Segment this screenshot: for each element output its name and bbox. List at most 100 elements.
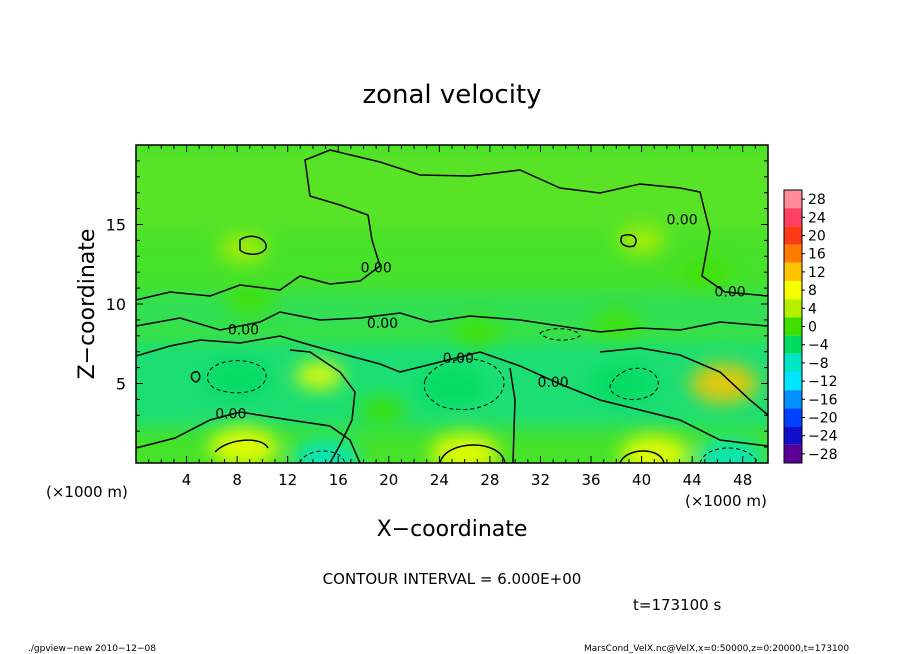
x-tick-label: 8 xyxy=(232,471,242,489)
velocity-anomaly xyxy=(418,366,486,407)
colorbar-label: −4 xyxy=(808,338,829,354)
dashed-contour-bottom-left xyxy=(299,450,346,463)
colorbar-label: 4 xyxy=(808,301,817,317)
colorbar-label: 28 xyxy=(808,192,826,208)
time-stamp: t=173100 s xyxy=(633,596,721,614)
contour-closed-bottom-3 xyxy=(214,439,269,453)
data-source: MarsCond_VelX.nc@VelX,x=0:50000,z=0:2000… xyxy=(584,644,849,654)
contour-closed-bottom-1 xyxy=(439,444,506,463)
dashed-contour-upper-right xyxy=(539,328,581,341)
x-tick-label: 4 xyxy=(182,471,192,489)
velocity-anomaly xyxy=(592,309,641,338)
colorbar-swatch xyxy=(784,299,802,318)
velocity-anomaly xyxy=(209,427,278,463)
colorbar-swatch xyxy=(784,226,802,245)
colorbar-label: 16 xyxy=(808,247,826,263)
x-tick-label: 44 xyxy=(683,471,702,489)
colorbar-label: −8 xyxy=(808,356,829,372)
x-tick-label: 16 xyxy=(329,471,348,489)
x-tick-label: 36 xyxy=(581,471,600,489)
dashed-contours xyxy=(206,328,759,463)
velocity-anomaly xyxy=(358,396,407,425)
colorbar-label: 24 xyxy=(808,210,826,226)
velocity-anomaly xyxy=(620,435,689,463)
velocity-anomaly xyxy=(430,433,499,463)
velocity-anomaly xyxy=(453,317,502,346)
contour-mid-dip xyxy=(289,349,356,463)
contour-label: 0.00 xyxy=(228,322,259,338)
dashed-contour-left xyxy=(206,360,267,394)
colorbar-swatch xyxy=(784,426,802,445)
velocity-anomaly xyxy=(588,363,657,404)
x-tick-label: 12 xyxy=(278,471,297,489)
colorbar-swatch xyxy=(784,353,802,372)
contour-label: 0.00 xyxy=(215,407,246,423)
anomaly-layer xyxy=(203,226,765,463)
colorbar-swatch xyxy=(784,372,802,391)
colorbar-label: 8 xyxy=(808,283,817,299)
contour-label: 0.00 xyxy=(538,375,569,391)
contour-closed-small-1 xyxy=(190,371,201,383)
y-tick-label: 5 xyxy=(116,375,126,394)
x-tick-label: 28 xyxy=(480,471,499,489)
contour-label: 0.00 xyxy=(367,316,398,332)
contour-closed-small-2 xyxy=(620,234,637,248)
contour-mid-zero xyxy=(136,311,768,333)
contour-column xyxy=(509,367,516,463)
contour-label: 0.00 xyxy=(666,213,697,229)
colorbar-label: −20 xyxy=(808,411,838,427)
contour-interval-text: CONTOUR INTERVAL = 6.000E+00 xyxy=(323,570,582,588)
colorbar-label: −12 xyxy=(808,374,838,390)
contour-closed-bottom-2 xyxy=(619,450,665,463)
dashed-contour-center xyxy=(423,358,505,410)
colorbar-swatch xyxy=(784,244,802,263)
velocity-anomaly xyxy=(203,358,272,399)
contour-label: 0.00 xyxy=(361,260,392,276)
contour-label-layer: 0.00 0.00 0.00 0.00 0.00 0.00 0.00 0.00 xyxy=(215,213,745,423)
contour-right-lobe xyxy=(599,347,768,416)
x-axis-unit-right: (×1000 m) xyxy=(685,492,767,510)
x-tick-label: 48 xyxy=(733,471,752,489)
upper-warm-band xyxy=(136,150,768,230)
colorbar-swatch xyxy=(784,335,802,354)
y-axis-label: Z−coordinate xyxy=(75,229,100,380)
x-tick-label: 40 xyxy=(632,471,651,489)
colorbar-label: −24 xyxy=(808,429,838,445)
colorbar-swatch xyxy=(784,262,802,281)
velocity-anomaly xyxy=(295,361,344,390)
contour-bottom-zero xyxy=(136,411,361,463)
velocity-anomaly xyxy=(680,258,729,287)
colorbar: 28 24 20 16 12 8 4 0 −4 −8 −12 −16 −20 −24 −28 xyxy=(783,189,838,464)
velocity-anomaly xyxy=(696,438,765,463)
x-axis-label: X−coordinate xyxy=(377,517,528,542)
contour-upper-zero xyxy=(136,149,768,301)
contour-lower-zero xyxy=(136,335,768,447)
velocity-anomaly xyxy=(219,234,268,263)
colorbar-swatch xyxy=(784,281,802,300)
x-tick-label: 20 xyxy=(379,471,398,489)
x-axis: 4 8 12 16 20 24 28 32 36 40 44 48 xyxy=(135,145,769,489)
colorbar-label: 0 xyxy=(808,320,817,336)
y-tick-label: 15 xyxy=(106,216,126,235)
colorbar-label: −28 xyxy=(808,447,838,463)
colorbar-swatch xyxy=(784,444,802,463)
x-tick-label: 24 xyxy=(430,471,449,489)
colorbar-swatch xyxy=(784,317,802,336)
colorbar-swatch xyxy=(784,390,802,409)
colorbar-swatch xyxy=(784,408,802,427)
y-tick-label: 10 xyxy=(106,295,126,314)
contour-label: 0.00 xyxy=(443,351,474,367)
plot-area: 0.00 0.00 0.00 0.00 0.00 0.00 0.00 0.00 xyxy=(136,145,768,463)
velocity-anomaly xyxy=(225,286,274,315)
chart-title: zonal velocity xyxy=(362,80,541,110)
colorbar-swatch xyxy=(784,190,802,209)
colorbar-swatch xyxy=(784,208,802,227)
contour-closed-left xyxy=(239,235,267,255)
velocity-anomaly xyxy=(689,363,758,404)
program-credit: ./gpview−new 2010−12−08 xyxy=(28,644,156,654)
velocity-anomaly xyxy=(291,438,360,463)
contour-lines xyxy=(136,149,768,463)
x-axis-unit-left: (×1000 m) xyxy=(46,483,128,501)
x-tick-label: 32 xyxy=(531,471,550,489)
